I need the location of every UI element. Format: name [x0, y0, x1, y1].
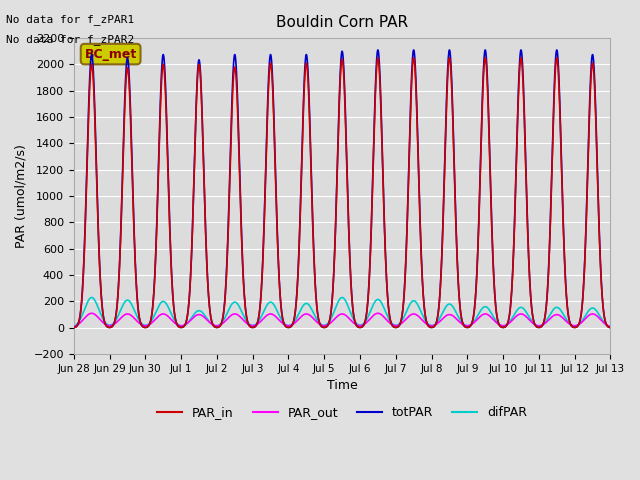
Y-axis label: PAR (umol/m2/s): PAR (umol/m2/s)	[15, 144, 28, 248]
Text: No data for f_zPAR2: No data for f_zPAR2	[6, 34, 134, 45]
Text: No data for f_zPAR1: No data for f_zPAR1	[6, 14, 134, 25]
X-axis label: Time: Time	[327, 379, 358, 392]
Text: BC_met: BC_met	[84, 48, 137, 60]
Legend: PAR_in, PAR_out, totPAR, difPAR: PAR_in, PAR_out, totPAR, difPAR	[152, 401, 532, 424]
Title: Bouldin Corn PAR: Bouldin Corn PAR	[276, 15, 408, 30]
